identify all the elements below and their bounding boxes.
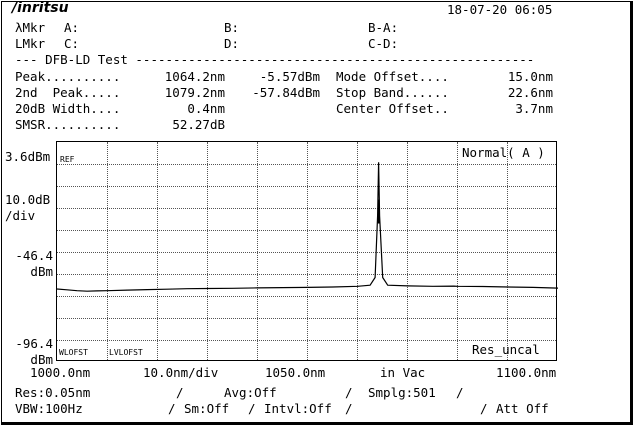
h-gridline: [57, 340, 556, 341]
y-scale: 10.0dB: [5, 192, 51, 207]
second-peak-level: -57.84dBm: [252, 85, 320, 100]
second-peak-wavelength: 1079.2nm: [164, 85, 225, 100]
y-ref-level: 3.6dBm: [5, 149, 51, 164]
status-divider: /: [456, 385, 464, 400]
wavelength-marker-label: λMkr: [15, 20, 46, 35]
spectrum-trace: [57, 162, 558, 292]
center-offset-value: 3.7nm: [515, 101, 553, 116]
v-gridline: [307, 142, 308, 360]
status-divider: /: [345, 385, 353, 400]
y-mid-level: -46.4: [15, 248, 53, 263]
marker-b-minus-a-label: B-A:: [368, 20, 399, 35]
v-gridline: [107, 142, 108, 360]
peak-level: -5.57dBm: [259, 69, 320, 84]
sampling-status: Smplg:501: [368, 385, 436, 400]
v-gridline: [257, 142, 258, 360]
smsr-label: SMSR..........: [15, 117, 121, 132]
x-start: 1000.0nm: [30, 365, 91, 380]
v-gridline: [207, 142, 208, 360]
status-divider: /: [480, 401, 488, 416]
status-divider: /: [345, 401, 353, 416]
y-mid-unit: dBm: [30, 264, 53, 279]
level-marker-label: LMkr: [15, 36, 46, 51]
stop-band-label: Stop Band......: [336, 85, 449, 100]
smsr-value: 52.27dB: [172, 117, 225, 132]
trace-mode-label: Normal( A ): [462, 145, 545, 160]
y-bottom-level: -96.4: [15, 336, 53, 351]
smoothing-status: Sm:Off: [184, 401, 230, 416]
v-gridline: [507, 142, 508, 360]
trace-layer: [57, 162, 558, 292]
mode-offset-label: Mode Offset....: [336, 69, 449, 84]
test-section-title: --- DFB-LD Test ------------------------…: [15, 52, 535, 67]
status-divider: /: [248, 401, 256, 416]
h-gridline: [57, 274, 556, 275]
x-stop: 1100.0nm: [496, 365, 557, 380]
mode-offset-value: 15.0nm: [507, 69, 553, 84]
h-gridline: [57, 208, 556, 209]
x-medium: in Vac: [380, 365, 426, 380]
second-peak-label: 2nd Peak.....: [15, 85, 121, 100]
spectrum-plot: REF Normal( A ) WLOFST LVLOFST Res_uncal: [56, 141, 558, 361]
h-gridline: [57, 164, 556, 165]
h-gridline: [57, 318, 556, 319]
h-gridline: [57, 252, 556, 253]
marker-c-label: C:: [64, 36, 80, 51]
center-offset-label: Center Offset..: [336, 101, 449, 116]
marker-b-label: B:: [224, 20, 240, 35]
h-gridline: [57, 230, 556, 231]
brand-logo: /inritsu: [12, 0, 69, 16]
datetime: 18-07-20 06:05: [447, 2, 553, 17]
averaging-status: Avg:Off: [224, 385, 277, 400]
ref-marker-label: REF: [60, 155, 75, 164]
resolution-uncal-indicator: Res_uncal: [472, 342, 540, 357]
x-scale: 10.0nm/div: [143, 365, 219, 380]
marker-c-minus-d-label: C-D:: [368, 36, 399, 51]
width-20db-value: 0.4nm: [187, 101, 225, 116]
width-20db-label: 20dB Width....: [15, 101, 121, 116]
v-gridline: [157, 142, 158, 360]
marker-d-label: D:: [224, 36, 240, 51]
status-divider: /: [176, 385, 184, 400]
interval-status: Intvl:Off: [264, 401, 332, 416]
attenuator-status: Att Off: [496, 401, 549, 416]
vbw-status: VBW:100Hz: [15, 401, 83, 416]
y-bottom-unit: dBm: [30, 352, 53, 367]
v-gridline: [357, 142, 358, 360]
h-gridline: [57, 296, 556, 297]
y-scale-unit: /div: [5, 208, 36, 223]
resolution-status: Res:0.05nm: [15, 385, 91, 400]
x-center: 1050.0nm: [265, 365, 326, 380]
stop-band-value: 22.6nm: [507, 85, 553, 100]
v-gridline: [457, 142, 458, 360]
instrument-screen: [1, 1, 633, 425]
v-gridline: [407, 142, 408, 360]
h-gridline: [57, 186, 556, 187]
wl-offset-indicator: WLOFST: [59, 348, 88, 357]
status-divider: /: [168, 401, 176, 416]
marker-a-label: A:: [64, 20, 80, 35]
peak-label: Peak..........: [15, 69, 121, 84]
peak-wavelength: 1064.2nm: [164, 69, 225, 84]
level-offset-indicator: LVLOFST: [109, 348, 143, 357]
